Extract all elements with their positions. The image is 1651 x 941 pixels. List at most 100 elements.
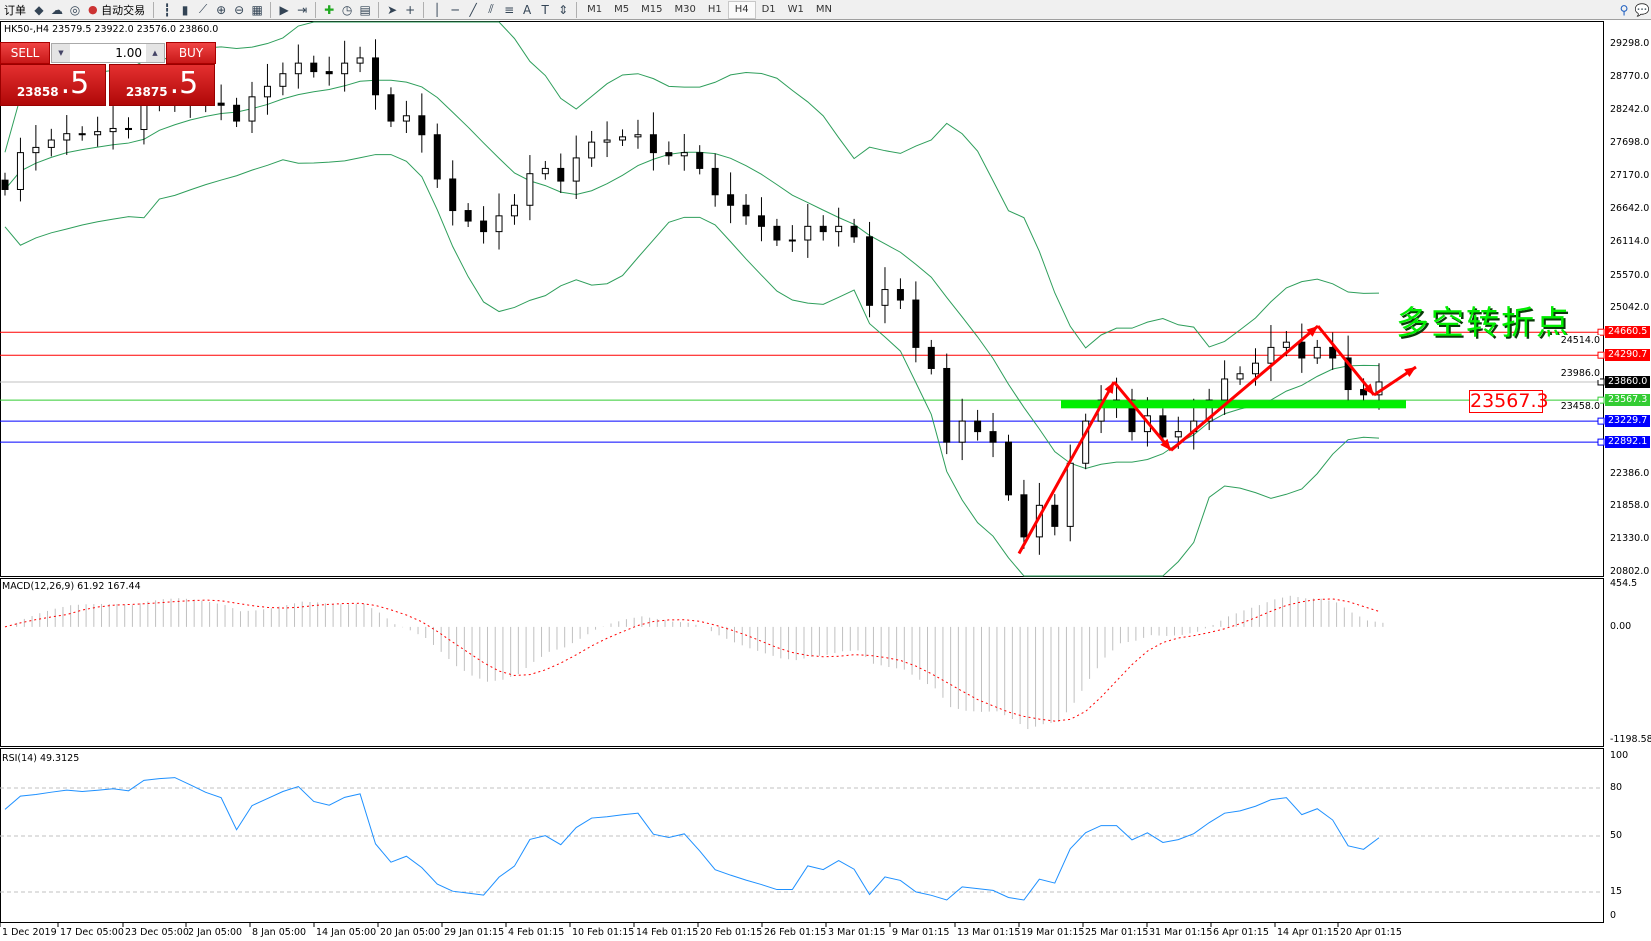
timeframe-m5[interactable]: M5: [614, 4, 630, 15]
candle-body: [78, 133, 86, 136]
new-order-button[interactable]: 订单: [4, 3, 26, 17]
time-axis-label: 9 Mar 01:15: [892, 927, 950, 938]
candle-body: [402, 115, 410, 122]
text-icon[interactable]: A: [523, 2, 532, 17]
candle-body: [557, 167, 565, 182]
cursor-icon[interactable]: ➤: [387, 2, 398, 17]
signals-icon[interactable]: ☁: [51, 2, 63, 17]
one-click-trade-panel: SELL ▼ 1.00 ▲ BUY 23858.5 23875.5: [0, 42, 217, 106]
divider: [315, 1, 317, 18]
macd-axis-label: 0.00: [1610, 620, 1632, 632]
lots-stepper[interactable]: ▼ 1.00 ▲: [51, 43, 165, 63]
timeframe-m15[interactable]: M15: [641, 4, 663, 15]
time-axis-label: 29 Jan 01:15: [444, 927, 505, 938]
timeframe-mn[interactable]: MN: [815, 4, 833, 15]
channel-icon[interactable]: ⫽: [488, 2, 494, 16]
macd-label: MACD(12,26,9) 61.92 167.44: [2, 581, 141, 592]
increase-lots-icon[interactable]: ▲: [146, 44, 164, 62]
candle-body: [881, 289, 889, 306]
candle-body: [649, 134, 657, 154]
timeframe-h1[interactable]: H1: [707, 4, 722, 15]
price-axis-label: 20802.0: [1610, 566, 1650, 577]
main-pane: [0, 21, 1604, 577]
price-axis-label: 21330.0: [1610, 533, 1650, 545]
candle-body: [1360, 389, 1368, 396]
zigzag-segment: [1316, 325, 1376, 396]
search-icon[interactable]: ⚲: [1619, 2, 1629, 17]
line-chart-icon[interactable]: ⟋: [198, 2, 208, 16]
buy-price-main: 23875: [125, 85, 168, 99]
divider: [423, 1, 425, 18]
candle-body: [974, 420, 982, 433]
tile-windows-icon[interactable]: ▦: [251, 2, 263, 17]
candle-body: [1205, 399, 1213, 422]
chart-shift-icon[interactable]: ⇥: [297, 2, 308, 17]
level-label[interactable]: 23567.3: [1469, 390, 1549, 413]
chat-icon[interactable]: 💬: [1634, 2, 1650, 17]
vertical-line-icon[interactable]: │: [433, 2, 441, 17]
time-axis-label: 2 Jan 05:00: [188, 927, 243, 938]
candle-body: [727, 194, 735, 206]
candle-body: [1020, 494, 1028, 538]
candle-body: [1159, 415, 1167, 438]
candle-body: [634, 134, 642, 138]
candle-body: [32, 146, 40, 154]
indicators-icon[interactable]: ✚: [324, 2, 335, 17]
candle-body: [1082, 420, 1090, 464]
candle-body: [433, 134, 441, 180]
crosshair-icon[interactable]: +: [405, 2, 416, 17]
bar-chart-icon[interactable]: ┇: [163, 2, 171, 17]
arrowhead-icon: [1160, 438, 1171, 451]
fibonacci-icon[interactable]: ≡: [504, 2, 515, 17]
price-axis-label: 21858.0: [1610, 500, 1650, 512]
timeframe-m30[interactable]: M30: [674, 4, 696, 15]
buy-price[interactable]: 23875.5: [109, 64, 215, 106]
annotation-title[interactable]: 多空转折点: [1396, 303, 1571, 342]
candle-body: [588, 141, 596, 159]
sell-button[interactable]: SELL: [0, 42, 50, 64]
bollinger-upper: [4, 21, 1380, 349]
arrowhead-icon: [1306, 326, 1318, 337]
sell-price-frac: .5: [60, 66, 90, 101]
divider: [576, 1, 578, 18]
timeframe-w1[interactable]: W1: [787, 4, 804, 15]
candle-body: [850, 225, 858, 238]
arrows-icon[interactable]: ⇕: [558, 2, 569, 17]
candle-body: [742, 204, 750, 217]
candle-body: [541, 167, 549, 175]
auto-trading-icon: ●: [88, 3, 98, 16]
timeframe-m1[interactable]: M1: [587, 4, 603, 15]
periods-icon[interactable]: ◷: [341, 2, 353, 17]
templates-icon[interactable]: ▤: [359, 2, 371, 17]
auto-trading-label: 自动交易: [101, 3, 146, 17]
text-label-icon[interactable]: T: [541, 2, 549, 17]
candle-body: [773, 225, 781, 241]
time-axis-label: 6 Apr 01:15: [1213, 927, 1269, 938]
horizontal-line-icon[interactable]: ─: [451, 2, 459, 17]
auto-trading-button[interactable]: ● 自动交易: [84, 1, 149, 19]
candle-body: [1282, 341, 1290, 348]
history-icon[interactable]: ◆: [34, 2, 44, 17]
timeframe-d1[interactable]: D1: [761, 4, 776, 15]
candle-body: [217, 102, 225, 106]
candle-body: [804, 225, 812, 241]
zigzag-segment: [1017, 381, 1116, 555]
time-axis-label: 14 Feb 01:15: [636, 927, 699, 938]
price-axis-label: 23986.0: [1550, 368, 1600, 381]
sell-price[interactable]: 23858.5: [0, 64, 106, 106]
autoscroll-icon[interactable]: ▶: [279, 2, 289, 17]
sell-price-main: 23858: [16, 85, 59, 99]
price-axis-label: 25570.0: [1610, 269, 1650, 281]
decrease-lots-icon[interactable]: ▼: [52, 44, 70, 62]
zoom-in-icon[interactable]: ⊕: [216, 2, 227, 17]
bollinger-middle: [4, 79, 1380, 470]
lots-input[interactable]: 1.00: [115, 46, 142, 60]
timeframe-h4[interactable]: H4: [727, 0, 756, 19]
zoom-out-icon[interactable]: ⊖: [234, 2, 245, 17]
trendline-icon[interactable]: ╱: [469, 2, 477, 17]
bollinger-lower: [4, 154, 1380, 577]
buy-button[interactable]: BUY: [166, 42, 216, 64]
antenna-icon[interactable]: ◎: [69, 2, 81, 17]
candlestick-icon[interactable]: ▮: [181, 2, 189, 17]
